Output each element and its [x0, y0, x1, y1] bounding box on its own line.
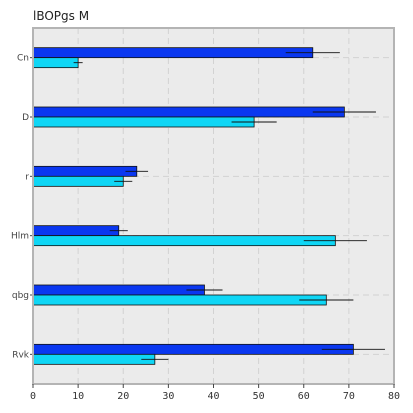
x-tick-label-70: 70	[343, 391, 355, 402]
y-tick-label-D: D	[22, 113, 29, 123]
bar-qbg-series-2	[32, 294, 327, 306]
x-tick-label-10: 10	[72, 391, 84, 402]
y-tick-label-Cn: Cn	[17, 54, 29, 64]
x-tick-label-80: 80	[388, 391, 400, 402]
bar-Rvk-series-1	[32, 343, 354, 355]
bar-r-series-1	[32, 165, 138, 177]
bar-Cn-series-1	[32, 47, 314, 59]
plot-background	[33, 28, 394, 384]
plot-area-group: Cn Dr Hlm qbg Rvk 0 10 20 30 40 50 60 70 80	[11, 27, 400, 402]
x-tick-label-50: 50	[253, 391, 265, 402]
bar-D-series-2	[32, 116, 255, 128]
bar-Hlm-series-1	[32, 225, 120, 237]
bar-D-series-1	[32, 106, 345, 118]
y-tick-label-r: r	[25, 172, 29, 182]
bar-Hlm-series-2	[32, 235, 336, 247]
x-tick-label-60: 60	[298, 391, 310, 402]
bar-Cn-series-2	[32, 57, 79, 69]
y-tick-label-Rvk: Rvk	[12, 350, 30, 360]
x-tick-label-20: 20	[117, 391, 129, 402]
x-tick-label-40: 40	[207, 391, 219, 402]
bar-qbg-series-1	[32, 284, 205, 296]
x-tick-label-30: 30	[162, 391, 174, 402]
bar-r-series-2	[32, 175, 124, 187]
bar-Rvk-series-2	[32, 353, 156, 365]
x-tick-label-0: 0	[30, 391, 36, 402]
chart-title: lBOPgs M	[33, 9, 90, 23]
y-tick-label-Hlm: Hlm	[11, 232, 29, 242]
y-tick-label-qbg: qbg	[12, 291, 29, 301]
